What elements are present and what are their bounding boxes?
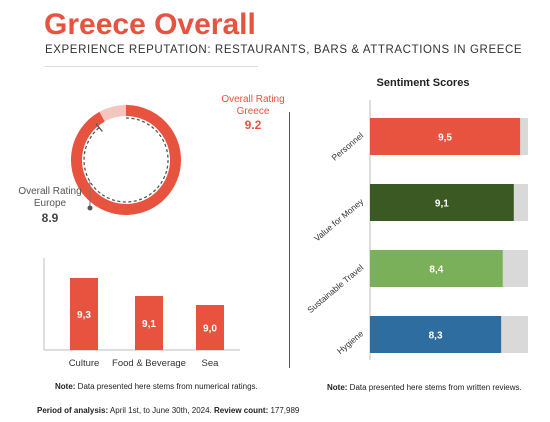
period-footer: Period of analysis: April 1st, to June 3… [37,406,299,415]
page-subtitle: EXPERIENCE REPUTATION: RESTAURANTS, BARS… [45,44,523,56]
category-tick-label: Value for Money [312,196,366,244]
gauge-greece-label: Overall Rating [221,94,284,105]
gauge-greece-label-country: Greece [237,106,270,117]
gauge-europe-leader-dot [87,205,93,211]
gauge-europe-label-region: Europe [34,198,67,209]
category-tick-label: Hygiene [335,328,366,356]
bar-value-label: 8,4 [429,265,443,276]
gauge-greece-arc [71,105,181,215]
page-title: Greece Overall [44,8,256,41]
bar-value-label: 8,3 [429,331,443,342]
right-note-text: Data presented here stems from written r… [347,383,522,392]
bar-sea [196,305,224,350]
period-value: April 1st, to June 30th, 2024. [108,406,212,415]
gauge-greece-value: 9.2 [245,118,262,132]
bar-personnel [370,118,521,155]
right-note: Note: Data presented here stems from wri… [327,383,522,392]
category-tick-label: Sea [202,358,220,369]
title-divider [45,66,258,67]
gauge-europe-marker [95,123,103,132]
sentiment-chart-title: Sentiment Scores [377,77,470,89]
gauge-europe-dashed-arc [83,117,169,203]
category-tick-label: Culture [69,358,100,369]
bar-food-beverage [135,296,163,350]
left-note-text: Data presented here stems from numerical… [75,382,258,391]
left-note-label: Note: [55,382,76,391]
category-tick-label: Food & Beverage [112,358,186,369]
category-tick-label: Sustainable Travel [305,262,365,315]
bar-hygiene [370,316,502,353]
left-note: Note: Data presented here stems from num… [55,382,258,391]
period-label: Period of analysis: [37,406,109,415]
gauge-europe-value: 8.9 [42,211,59,225]
bar-culture [70,278,98,350]
bar-value-label: 9,1 [142,319,156,330]
gauge-remaining-arc [99,105,127,122]
bar-value-for-money [370,184,514,221]
review-count-label: Review count: [214,406,269,415]
bar-sustainable-travel [370,250,503,287]
section-divider [289,112,290,368]
bar-value-label: 9,0 [203,324,217,335]
right-note-label: Note: [327,383,348,392]
bar-value-label: 9,3 [77,310,91,321]
category-tick-label: Personnel [330,130,366,162]
gauge-europe-label: Overall Rating [18,186,81,197]
bar-value-label: 9,5 [438,133,452,144]
bar-value-label: 9,1 [435,199,449,210]
review-count-value: 177,989 [268,406,300,415]
